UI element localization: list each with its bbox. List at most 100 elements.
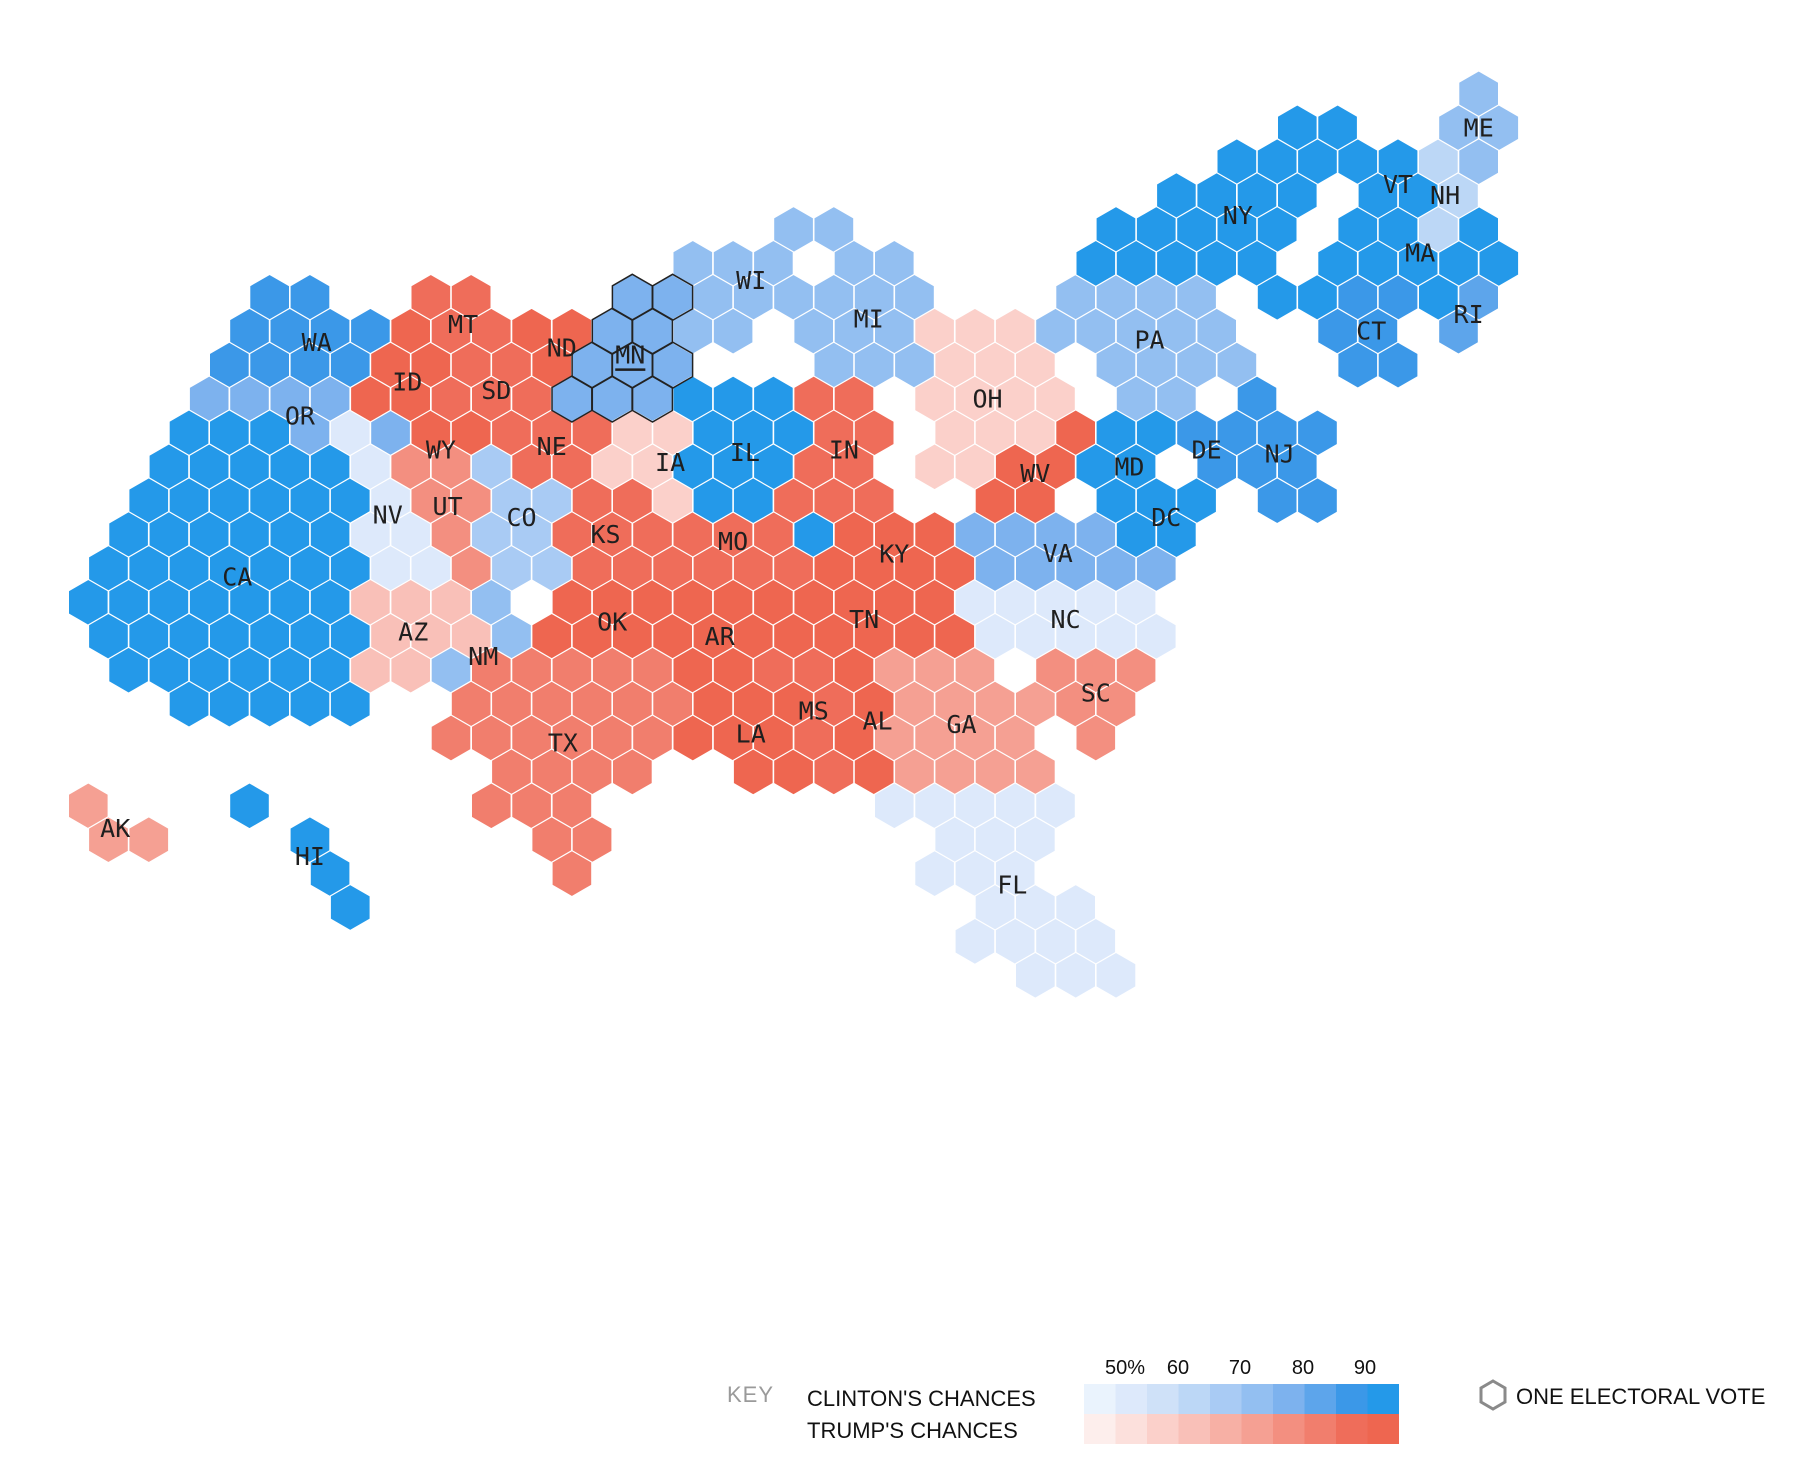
state-tn[interactable]	[752, 578, 976, 660]
state-label-ok: OK	[597, 607, 627, 636]
hex-cell	[712, 307, 754, 355]
scale-swatch	[1178, 1384, 1210, 1414]
trump-color-scale	[1084, 1414, 1399, 1444]
state-ar[interactable]	[672, 578, 774, 694]
state-co[interactable]	[470, 443, 573, 593]
hex-cell	[611, 748, 653, 796]
state-ga[interactable]	[873, 646, 1056, 796]
state-il[interactable]	[672, 375, 835, 559]
state-ne[interactable]	[490, 409, 613, 491]
state-az[interactable]	[349, 578, 492, 694]
state-label-ky: KY	[879, 540, 909, 569]
state-label-co: CO	[506, 503, 536, 532]
hex-cell	[1417, 273, 1459, 321]
state-label-nv: NV	[373, 501, 403, 530]
state-label-me: ME	[1464, 113, 1494, 142]
state-nv[interactable]	[329, 409, 452, 593]
state-outline-layer	[551, 273, 694, 423]
state-mn[interactable]	[551, 273, 694, 423]
state-de[interactable]	[1175, 409, 1238, 491]
scale-swatch	[1336, 1384, 1368, 1414]
state-ms[interactable]	[752, 646, 855, 796]
state-ks[interactable]	[551, 477, 653, 593]
state-label-tx: TX	[548, 729, 578, 758]
scale-swatch	[1367, 1414, 1399, 1444]
state-me[interactable]	[1437, 70, 1520, 186]
scale-swatch	[1241, 1384, 1273, 1414]
hex-cell	[551, 849, 593, 898]
state-label-vt: VT	[1383, 170, 1413, 199]
state-nj[interactable]	[1216, 375, 1339, 525]
state-label-id: ID	[392, 368, 422, 397]
state-vt[interactable]	[1357, 138, 1439, 220]
map-key: KEY CLINTON'S CHANCES TRUMP'S CHANCES 50…	[727, 1357, 1765, 1444]
key-tick-70: 70	[1229, 1357, 1251, 1379]
state-label-ms: MS	[799, 696, 829, 725]
hex-cell	[1075, 714, 1117, 762]
state-nc[interactable]	[954, 578, 1177, 660]
state-label-va: VA	[1043, 539, 1073, 568]
key-tick-90: 90	[1354, 1357, 1376, 1379]
state-nh[interactable]	[1417, 138, 1480, 254]
state-hi[interactable]	[229, 782, 371, 932]
state-pa[interactable]	[1034, 273, 1258, 423]
state-label-mn: MN	[615, 340, 645, 369]
scale-swatch	[1147, 1414, 1179, 1444]
state-ma[interactable]	[1317, 205, 1520, 321]
scale-swatch	[1241, 1414, 1273, 1444]
state-label-wi: WI	[736, 266, 766, 295]
scale-swatch	[1367, 1384, 1399, 1414]
state-in[interactable]	[793, 375, 895, 525]
state-label-md: MD	[1114, 452, 1144, 481]
key-tick-labels: 50% 60 70 80 90	[1105, 1357, 1376, 1379]
state-ky[interactable]	[813, 510, 976, 593]
state-label-tn: TN	[849, 605, 879, 634]
state-ri[interactable]	[1437, 273, 1500, 355]
state-label-ga: GA	[946, 710, 976, 739]
hex-cell	[1458, 138, 1500, 186]
state-label-wa: WA	[302, 328, 332, 357]
state-label-wy: WY	[426, 435, 456, 464]
scale-swatch	[1210, 1384, 1242, 1414]
state-label-ma: MA	[1405, 239, 1435, 268]
state-label-la: LA	[736, 719, 766, 748]
state-tx[interactable]	[430, 646, 694, 898]
scale-swatch	[1178, 1414, 1210, 1444]
one-electoral-vote-label: ONE ELECTORAL VOTE	[1516, 1384, 1765, 1409]
scale-swatch	[1115, 1414, 1147, 1444]
state-label-de: DE	[1192, 435, 1222, 464]
state-label-in: IN	[829, 435, 859, 464]
state-mi[interactable]	[793, 239, 936, 389]
state-label-hi: HI	[295, 842, 325, 871]
state-label-mo: MO	[718, 527, 748, 556]
state-label-az: AZ	[398, 618, 428, 647]
state-dc[interactable]	[1115, 477, 1218, 559]
state-mo[interactable]	[631, 477, 815, 593]
state-label-ut: UT	[433, 492, 463, 521]
state-label-wv: WV	[1020, 459, 1050, 488]
hex-cell	[1478, 239, 1520, 288]
scale-swatch	[1304, 1414, 1336, 1444]
scale-swatch	[1084, 1384, 1116, 1414]
state-mt[interactable]	[410, 273, 512, 389]
state-fl[interactable]	[873, 782, 1137, 999]
state-ut[interactable]	[390, 443, 492, 593]
electoral-vote-hex-icon	[1479, 1379, 1507, 1411]
state-ok[interactable]	[531, 578, 694, 660]
state-wi[interactable]	[672, 205, 855, 355]
state-ca[interactable]	[67, 409, 391, 728]
hex-cell	[1135, 612, 1177, 660]
scale-swatch	[1273, 1384, 1305, 1414]
state-ak[interactable]	[67, 782, 170, 864]
state-label-mi: MI	[854, 304, 884, 333]
state-label-oh: OH	[972, 385, 1002, 414]
state-la[interactable]	[672, 680, 815, 796]
state-label-sd: SD	[481, 376, 511, 405]
state-sc[interactable]	[1034, 646, 1157, 762]
state-label-mt: MT	[448, 310, 478, 339]
state-va[interactable]	[954, 510, 1177, 593]
state-label-or: OR	[285, 401, 316, 430]
scale-swatch	[1115, 1384, 1147, 1414]
state-label-ri: RI	[1454, 300, 1484, 329]
hex-cell	[1095, 951, 1137, 999]
